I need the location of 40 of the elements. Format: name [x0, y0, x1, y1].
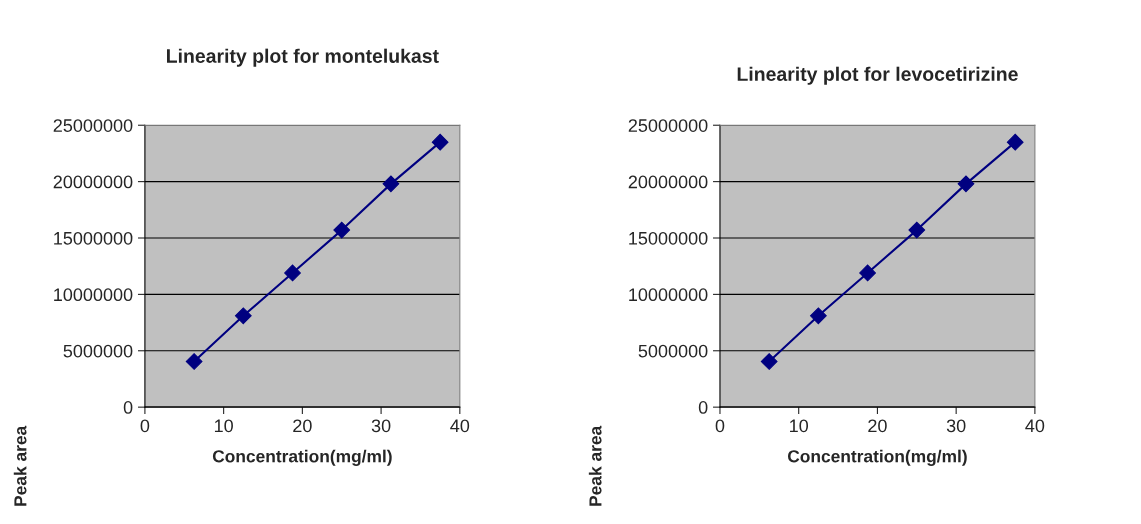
x-axis-title: Concentration(mg/ml) — [212, 449, 392, 466]
y-tick-label: 25000000 — [53, 119, 133, 132]
x-tick-label: 30 — [371, 419, 391, 433]
x-tick-label: 10 — [790, 419, 809, 433]
point — [760, 353, 778, 370]
y-axis-title: Peak area — [588, 425, 602, 506]
x-tick-label: 30 — [946, 419, 966, 433]
x-tick-label: 20 — [868, 419, 887, 433]
y-tick-label: 0 — [123, 401, 133, 414]
point — [810, 307, 827, 325]
y-tick-label: 10000000 — [629, 288, 708, 302]
point — [234, 307, 252, 325]
x-axis-title: Concentration(mg/ml) — [787, 449, 967, 466]
y-tick-label: 20000000 — [53, 175, 133, 189]
point — [1006, 133, 1024, 151]
y-tick-label: 5000000 — [638, 344, 708, 358]
x-tick-label: 0 — [715, 419, 725, 433]
chart-title: Linearity plot for montelukast — [167, 48, 439, 67]
x-tick-label: 20 — [293, 419, 312, 433]
chart-title: Linearity plot for levocetirizine — [737, 66, 1018, 85]
x-tick-label: 0 — [140, 419, 150, 433]
point — [185, 353, 203, 370]
x-tick-label: 40 — [1025, 419, 1045, 433]
point — [859, 264, 876, 282]
point — [333, 221, 351, 239]
y-tick-label: 15000000 — [54, 231, 133, 245]
point — [431, 133, 449, 151]
y-tick-label: 25000000 — [628, 119, 708, 132]
point — [957, 175, 975, 193]
y-tick-label: 20000000 — [628, 175, 708, 189]
point — [908, 221, 926, 239]
y-tick-label: 0 — [698, 401, 708, 414]
point — [382, 175, 400, 193]
y-tick-label: 10000000 — [54, 288, 133, 302]
point — [284, 264, 301, 282]
x-tick-label: 40 — [450, 419, 470, 433]
y-tick-label: 15000000 — [629, 231, 708, 245]
x-tick-label: 10 — [214, 419, 233, 433]
y-tick-label: 5000000 — [63, 344, 133, 358]
y-axis-title: Peak area — [13, 425, 27, 506]
